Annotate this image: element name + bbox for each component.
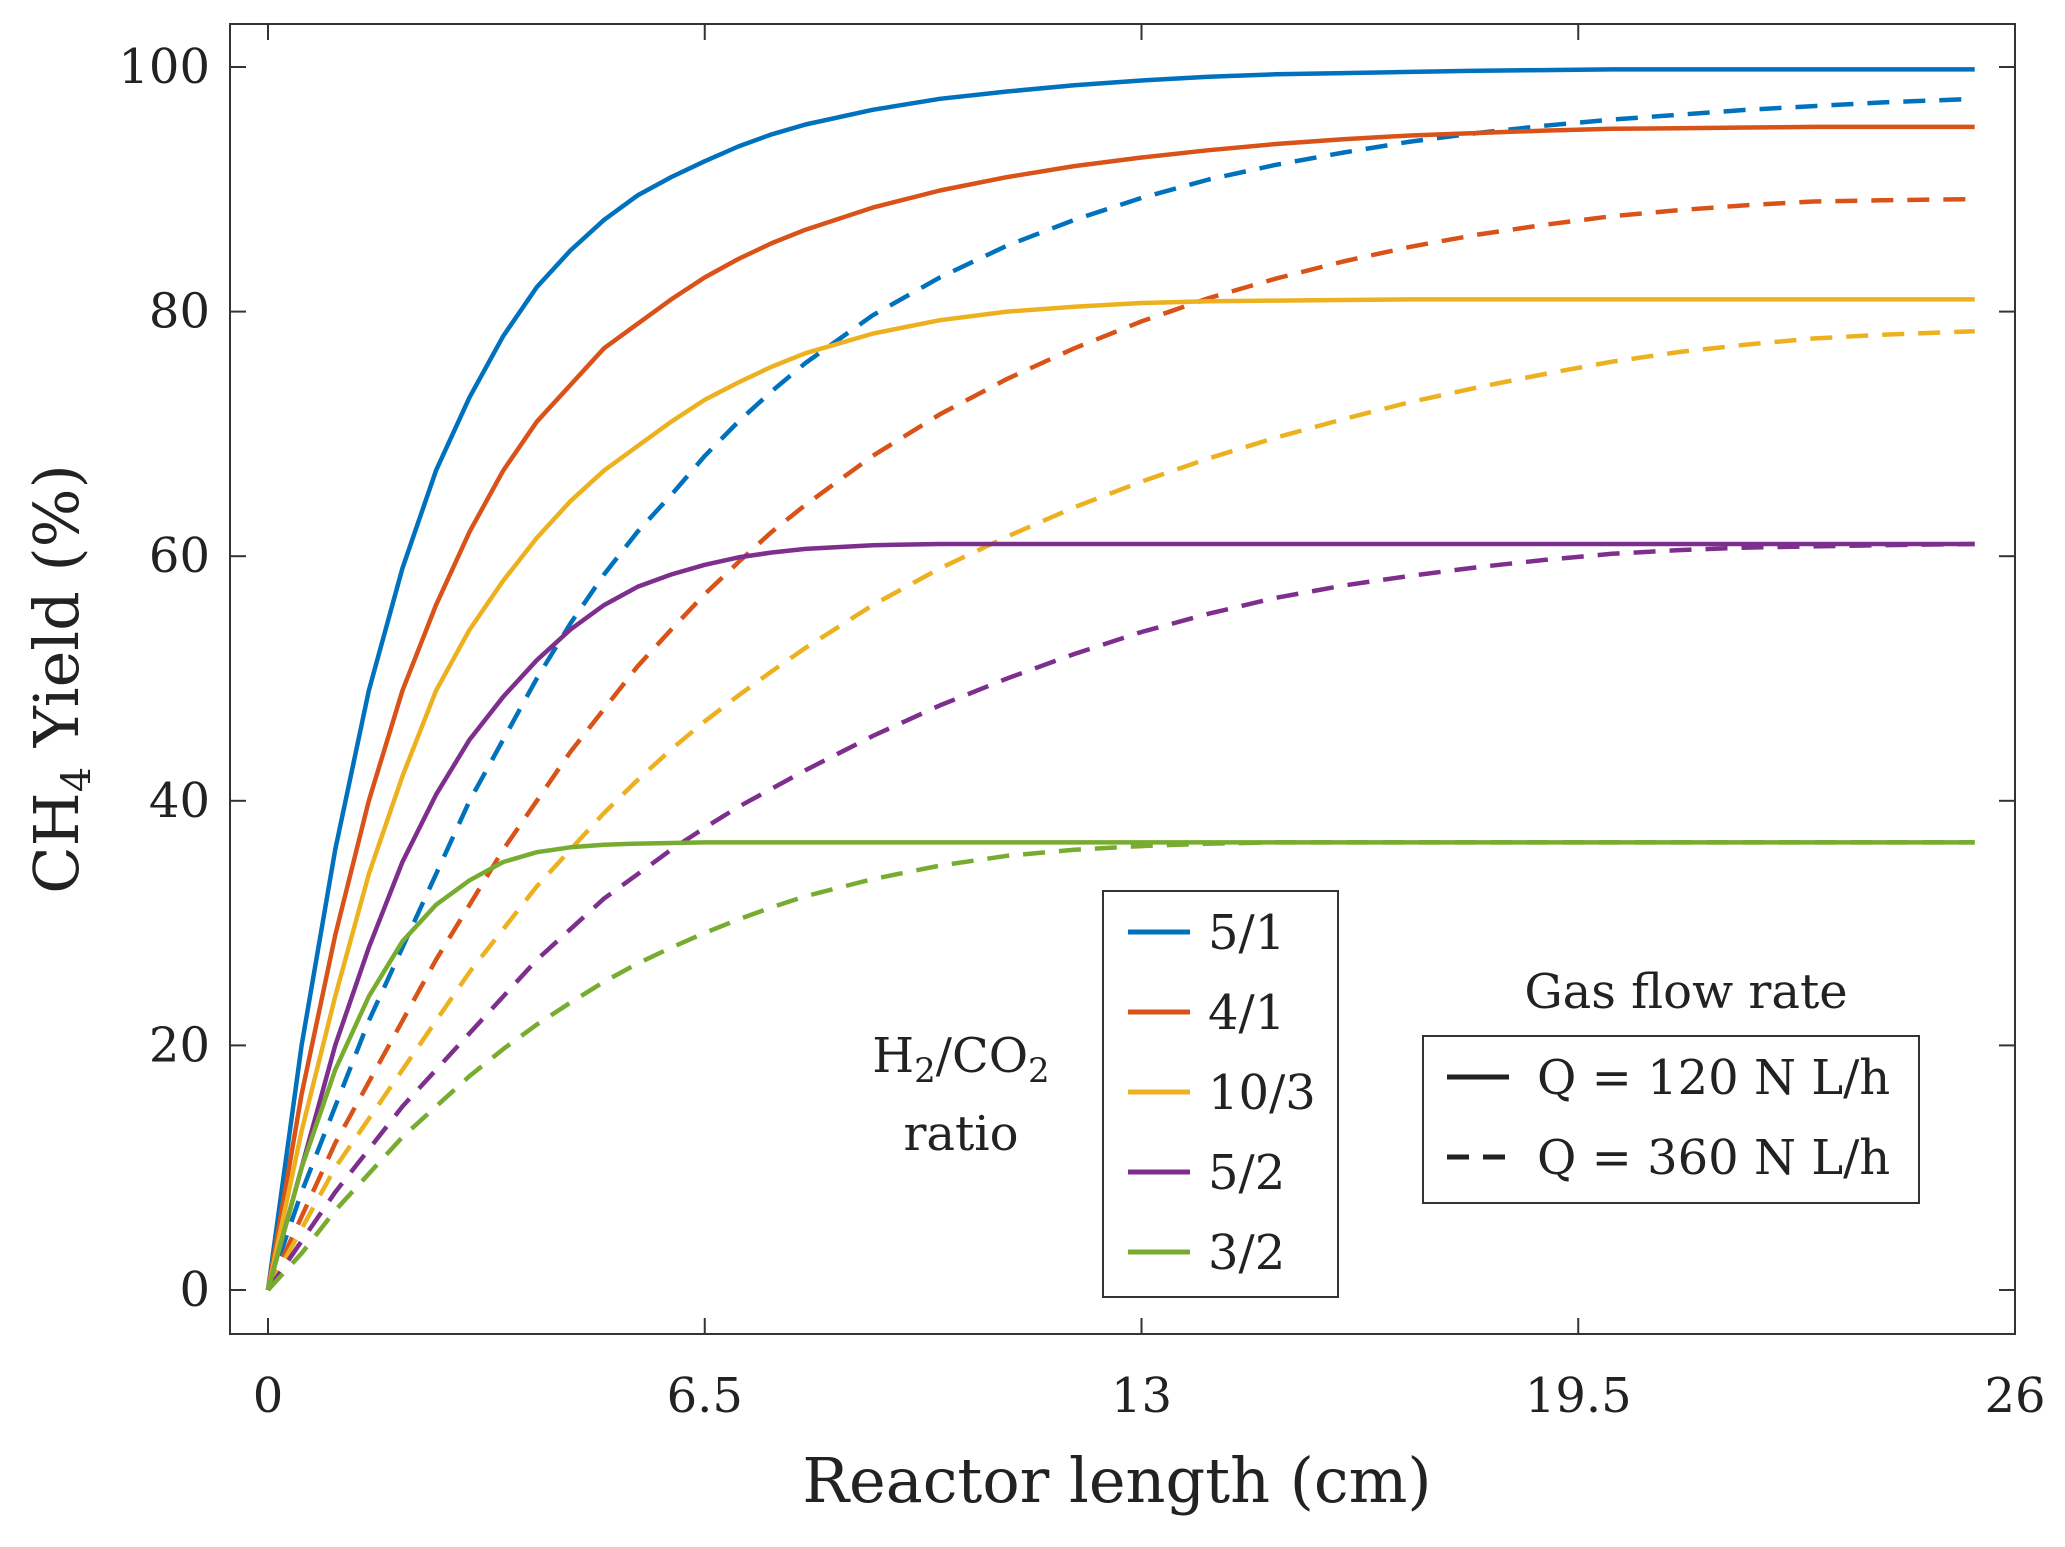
x-tick-label: 19.5	[1525, 1368, 1632, 1424]
ratio-legend-title: H2/CO2	[872, 1028, 1049, 1091]
y-axis-title-subscript: 4	[54, 767, 100, 792]
ratio-legend-title-line2: ratio	[903, 1106, 1018, 1162]
y-tick-label: 0	[179, 1262, 210, 1318]
y-tick-label: 20	[149, 1017, 210, 1073]
flow-legend-title: Gas flow rate	[1524, 964, 1847, 1020]
x-tick-label: 6.5	[667, 1368, 743, 1424]
series-line-10-3-q120	[265, 297, 1975, 1291]
y-axis-title: CH4 Yield (%)	[20, 464, 100, 894]
flow-legend-box	[1422, 1035, 1920, 1204]
series-line-4-1-q360	[265, 196, 1975, 1291]
x-tick-label: 26	[1984, 1368, 2045, 1424]
flow-legend-entries: Q = 120 N L/h Q = 360 N L/h	[1447, 1050, 1890, 1186]
axis-ticks: 0 6.5 13 19.5 26 0 20 40 60 80 100	[118, 24, 2046, 1424]
flow-legend-label: Q = 120 N L/h	[1537, 1050, 1890, 1106]
x-tick-label: 0	[253, 1368, 284, 1424]
series-line-10-3-q360	[266, 328, 1975, 1292]
ratio-legend-label: 10/3	[1208, 1065, 1316, 1121]
ratio-legend-entries: 5/1 4/1 10/3 5/2 3/2	[1128, 905, 1316, 1281]
y-tick-label: 100	[118, 39, 210, 95]
ratio-title-sub1: 2	[914, 1051, 936, 1091]
ratio-title-prefix: H	[872, 1028, 914, 1084]
ratio-title-middle: /CO	[936, 1028, 1028, 1084]
plot-frame	[229, 23, 2016, 1335]
flow-legend-label: Q = 360 N L/h	[1537, 1130, 1890, 1186]
series-line-5-2-q120	[265, 541, 1975, 1291]
y-tick-label: 80	[149, 284, 210, 340]
x-tick-label: 13	[1111, 1368, 1172, 1424]
series-line-3-2-q120	[265, 840, 1975, 1291]
series-line-4-1-q120	[265, 124, 1975, 1291]
series-line-5-2-q360	[266, 541, 1975, 1292]
ratio-legend-label: 5/1	[1208, 905, 1285, 961]
y-axis-title-prefix: CH	[20, 792, 93, 894]
series-line-5-1-q120	[265, 67, 1975, 1291]
series-line-5-1-q360	[265, 96, 1975, 1291]
y-tick-label: 60	[149, 528, 210, 584]
ratio-title-sub2: 2	[1028, 1051, 1050, 1091]
ratio-legend-label: 3/2	[1208, 1225, 1285, 1281]
series-group	[265, 67, 1975, 1292]
y-axis-title-suffix: Yield (%)	[20, 464, 93, 767]
x-axis-title: Reactor length (cm)	[802, 1444, 1431, 1517]
y-tick-label: 40	[149, 773, 210, 829]
ratio-legend-label: 5/2	[1208, 1145, 1285, 1201]
ratio-legend-label: 4/1	[1208, 985, 1285, 1041]
